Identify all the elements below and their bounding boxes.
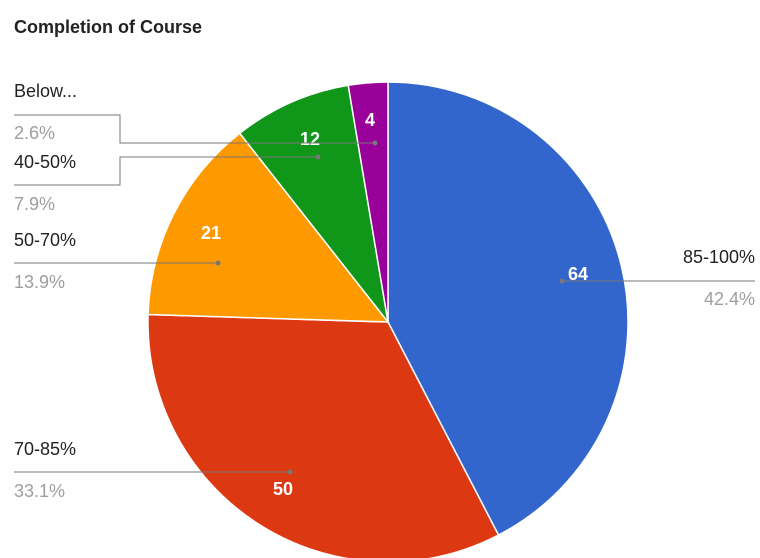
slice-label: 50-70% [14, 230, 76, 250]
slice-percent: 7.9% [14, 194, 55, 214]
slice-percent: 13.9% [14, 272, 65, 292]
value-label: 12 [300, 129, 320, 149]
pie-slice [238, 84, 389, 323]
pie-slice [387, 81, 629, 537]
value-label: 4 [365, 110, 375, 130]
leader-dot [372, 140, 378, 146]
value-label: 21 [201, 223, 221, 243]
chart-title: Completion of Course [14, 17, 202, 37]
slice-label: 85-100% [683, 247, 755, 267]
leader-dot [287, 469, 293, 475]
pie-slice [147, 132, 390, 323]
leader-line [14, 156, 318, 186]
slice-label: 70-85% [14, 439, 76, 459]
pie-slice [147, 313, 500, 558]
value-label: 64 [568, 264, 588, 284]
leader-line [14, 114, 375, 144]
slice-percent: 33.1% [14, 481, 65, 501]
leader-dot [215, 260, 221, 266]
pie-slice [347, 81, 389, 323]
slice-percent: 42.4% [704, 289, 755, 309]
value-label: 50 [273, 479, 293, 499]
leader-dot [559, 278, 565, 284]
leader-dot [315, 154, 321, 160]
slice-label: 40-50% [14, 152, 76, 172]
slice-label: Below... [14, 81, 77, 101]
slice-percent: 2.6% [14, 123, 55, 143]
